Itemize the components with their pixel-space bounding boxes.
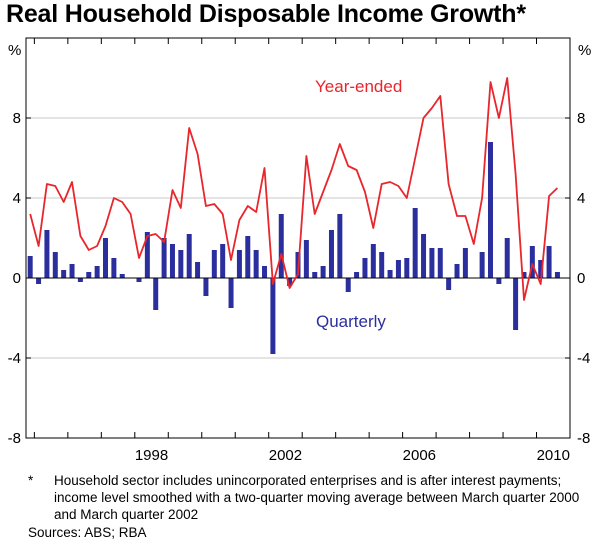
- quarterly-bar: [437, 248, 443, 278]
- y-unit-left: %: [8, 42, 21, 59]
- grid-lines: [26, 117, 570, 359]
- quarterly-bar: [178, 250, 184, 278]
- quarterly-bar: [287, 278, 293, 286]
- quarterly-bar: [395, 260, 401, 278]
- quarterly-bar: [337, 214, 343, 278]
- quarterly-bar: [36, 278, 42, 284]
- quarterly-bar: [86, 272, 92, 278]
- y-label-right: 8: [577, 110, 585, 127]
- x-axis-labels: 1998 2002 2006 2010: [135, 447, 570, 464]
- quarterly-bar: [169, 244, 175, 278]
- quarterly-bar: [103, 238, 109, 278]
- quarterly-bar: [462, 248, 468, 278]
- quarterly-label: Quarterly: [316, 312, 386, 331]
- quarterly-bar: [370, 244, 376, 278]
- quarterly-bar: [211, 250, 217, 278]
- quarterly-bar: [69, 264, 75, 278]
- quarterly-bar: [278, 214, 284, 278]
- quarterly-bar: [153, 278, 159, 310]
- footnote-text: Household sector includes unincorporated…: [54, 473, 580, 522]
- quarterly-bar: [303, 240, 309, 278]
- quarterly-bar: [328, 230, 334, 278]
- y-label-right: 0: [577, 270, 585, 287]
- y-label-right: -8: [577, 430, 590, 447]
- y-unit-right: %: [578, 42, 591, 59]
- quarterly-bar: [77, 278, 83, 282]
- y-label-left: 8: [13, 110, 21, 127]
- quarterly-bars: [27, 142, 560, 354]
- quarterly-bar: [320, 266, 326, 278]
- quarterly-bar: [529, 246, 535, 278]
- y-label-right: 4: [577, 190, 585, 207]
- quarterly-bar: [52, 252, 58, 278]
- x-label: 2010: [537, 447, 570, 464]
- y-label-left: 0: [13, 270, 21, 287]
- quarterly-bar: [111, 258, 117, 278]
- quarterly-bar: [362, 258, 368, 278]
- quarterly-bar: [228, 278, 234, 308]
- chart-plot: -8 -4 0 4 8 -8 -4 0 4 8 1998 2002 2006 2010 % % Yea…: [8, 37, 591, 464]
- quarterly-bar: [312, 272, 318, 278]
- quarterly-bar: [144, 232, 150, 278]
- quarterly-bar: [94, 266, 100, 278]
- x-label: 1998: [135, 447, 168, 464]
- quarterly-bar: [421, 234, 427, 278]
- y-axis-right-labels: -8 -4 0 4 8: [577, 110, 590, 447]
- footnote-marker: *: [28, 473, 34, 488]
- quarterly-bar: [345, 278, 351, 292]
- quarterly-bar: [44, 230, 50, 278]
- quarterly-bar: [161, 238, 167, 278]
- quarterly-bar: [387, 270, 393, 278]
- quarterly-bar: [195, 262, 201, 278]
- quarterly-bar: [487, 142, 493, 278]
- quarterly-bar: [496, 278, 502, 284]
- quarterly-bar: [454, 264, 460, 278]
- quarterly-bar: [136, 278, 142, 282]
- y-label-right: -4: [577, 350, 590, 367]
- quarterly-bar: [546, 246, 552, 278]
- quarterly-bar: [186, 234, 192, 278]
- quarterly-bar: [404, 258, 410, 278]
- y-label-left: -4: [8, 350, 21, 367]
- quarterly-bar: [27, 256, 33, 278]
- y-label-left: -8: [8, 430, 21, 447]
- quarterly-bar: [513, 278, 519, 330]
- x-ticks: [26, 37, 571, 439]
- quarterly-bar: [412, 208, 418, 278]
- quarterly-bar: [446, 278, 452, 290]
- quarterly-bar: [270, 278, 276, 354]
- quarterly-bar: [429, 248, 435, 278]
- quarterly-bar: [203, 278, 209, 296]
- quarterly-bar: [245, 236, 251, 278]
- x-label: 2002: [269, 447, 302, 464]
- quarterly-bar: [61, 270, 67, 278]
- quarterly-bar: [354, 272, 360, 278]
- quarterly-bar: [220, 244, 226, 278]
- quarterly-bar: [538, 260, 544, 278]
- quarterly-bar: [253, 250, 259, 278]
- quarterly-bar: [119, 274, 125, 278]
- plot-frame: [25, 37, 571, 439]
- quarterly-bar: [379, 252, 385, 278]
- x-label: 2006: [403, 447, 436, 464]
- y-axis-left-labels: -8 -4 0 4 8: [8, 110, 21, 447]
- y-label-left: 4: [13, 190, 21, 207]
- year-ended-line: [29, 77, 559, 301]
- quarterly-bar: [236, 250, 242, 278]
- quarterly-bar: [554, 272, 560, 278]
- year-ended-label: Year-ended: [315, 77, 402, 96]
- quarterly-bar: [504, 238, 510, 278]
- quarterly-bar: [479, 252, 485, 278]
- quarterly-bar: [521, 272, 527, 278]
- chart-title: Real Household Disposable Income Growth*: [6, 0, 526, 28]
- quarterly-bar: [262, 266, 268, 278]
- sources: Sources: ABS; RBA: [28, 525, 147, 540]
